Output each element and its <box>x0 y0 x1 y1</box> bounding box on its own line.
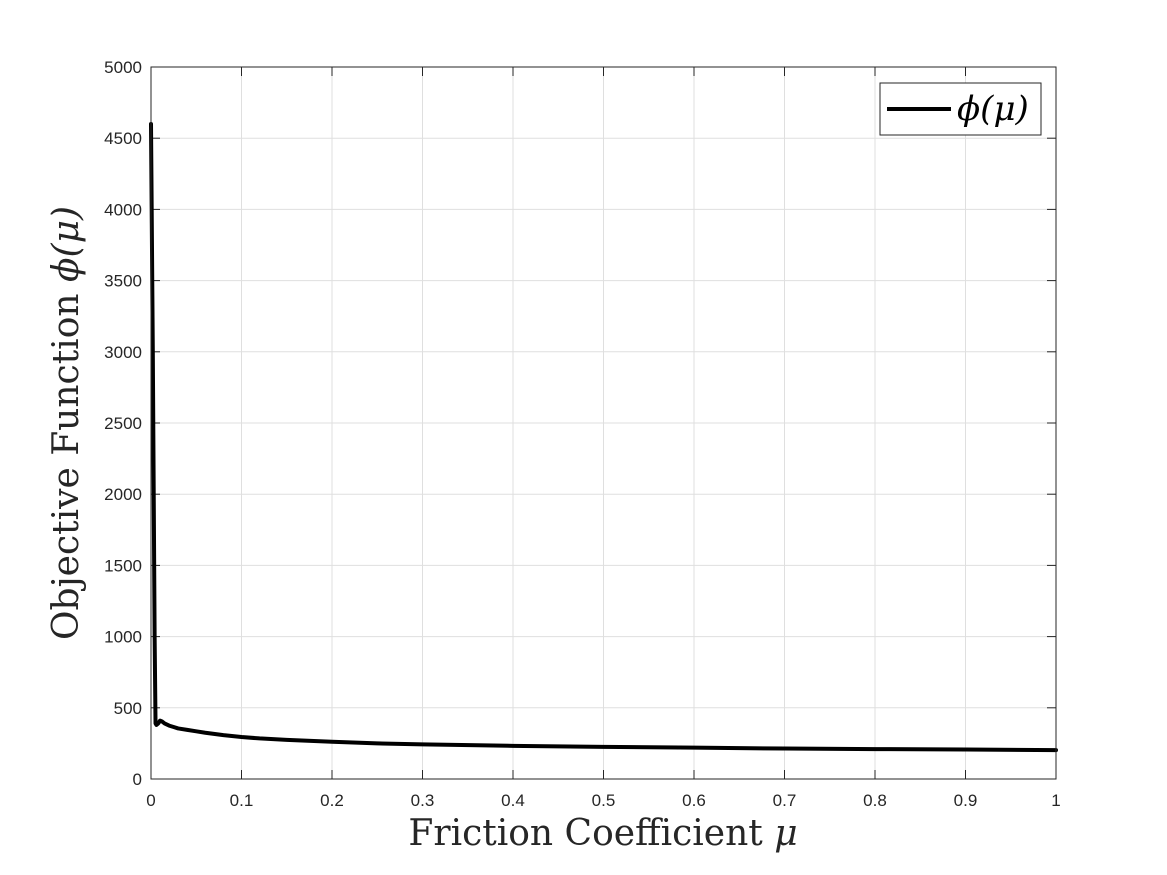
y-tick-label: 3500 <box>104 272 142 291</box>
y-tick-labels: 0 500 1000 1500 2000 2500 3000 3500 4000 4500 5000 <box>104 58 142 789</box>
legend-entry-label: ϕ(μ) <box>957 89 1029 129</box>
x-tick-label: 0.1 <box>230 791 254 810</box>
grid-lines <box>151 67 1056 779</box>
legend: ϕ(μ) <box>879 82 1042 136</box>
y-tick-label: 0 <box>133 770 142 789</box>
plot-frame <box>150 66 1057 780</box>
x-tick-label: 0.6 <box>682 791 706 810</box>
x-tick-label: 0.9 <box>954 791 978 810</box>
x-tick-label: 0.7 <box>773 791 797 810</box>
y-tick-label: 500 <box>114 699 142 718</box>
y-tick-label: 2000 <box>104 485 142 504</box>
x-tick-label: 0.5 <box>592 791 616 810</box>
series-line-phi <box>149 121 1058 753</box>
x-tick-labels: 0 0.1 0.2 0.3 0.4 0.5 0.6 0.7 0.8 0.9 1 <box>146 791 1060 810</box>
y-tick-label: 5000 <box>104 58 142 77</box>
y-tick-label: 3000 <box>104 343 142 362</box>
x-tick-label: 0.2 <box>320 791 344 810</box>
x-tick-label: 0.4 <box>501 791 525 810</box>
y-tick-label: 1500 <box>104 556 142 575</box>
x-axis-title: Friction Coefficient μ <box>408 813 797 854</box>
y-tick-label: 4000 <box>104 200 142 219</box>
x-tick-label: 0 <box>146 791 155 810</box>
x-tick-label: 1 <box>1051 791 1060 810</box>
y-tick-label: 1000 <box>104 628 142 647</box>
y-axis-title: Objective Function ϕ(μ) <box>46 206 87 640</box>
x-tick-label: 0.3 <box>411 791 435 810</box>
x-tick-label: 0.8 <box>863 791 887 810</box>
y-tick-label: 4500 <box>104 129 142 148</box>
series-layer <box>149 121 1058 753</box>
y-tick-label: 2500 <box>104 414 142 433</box>
